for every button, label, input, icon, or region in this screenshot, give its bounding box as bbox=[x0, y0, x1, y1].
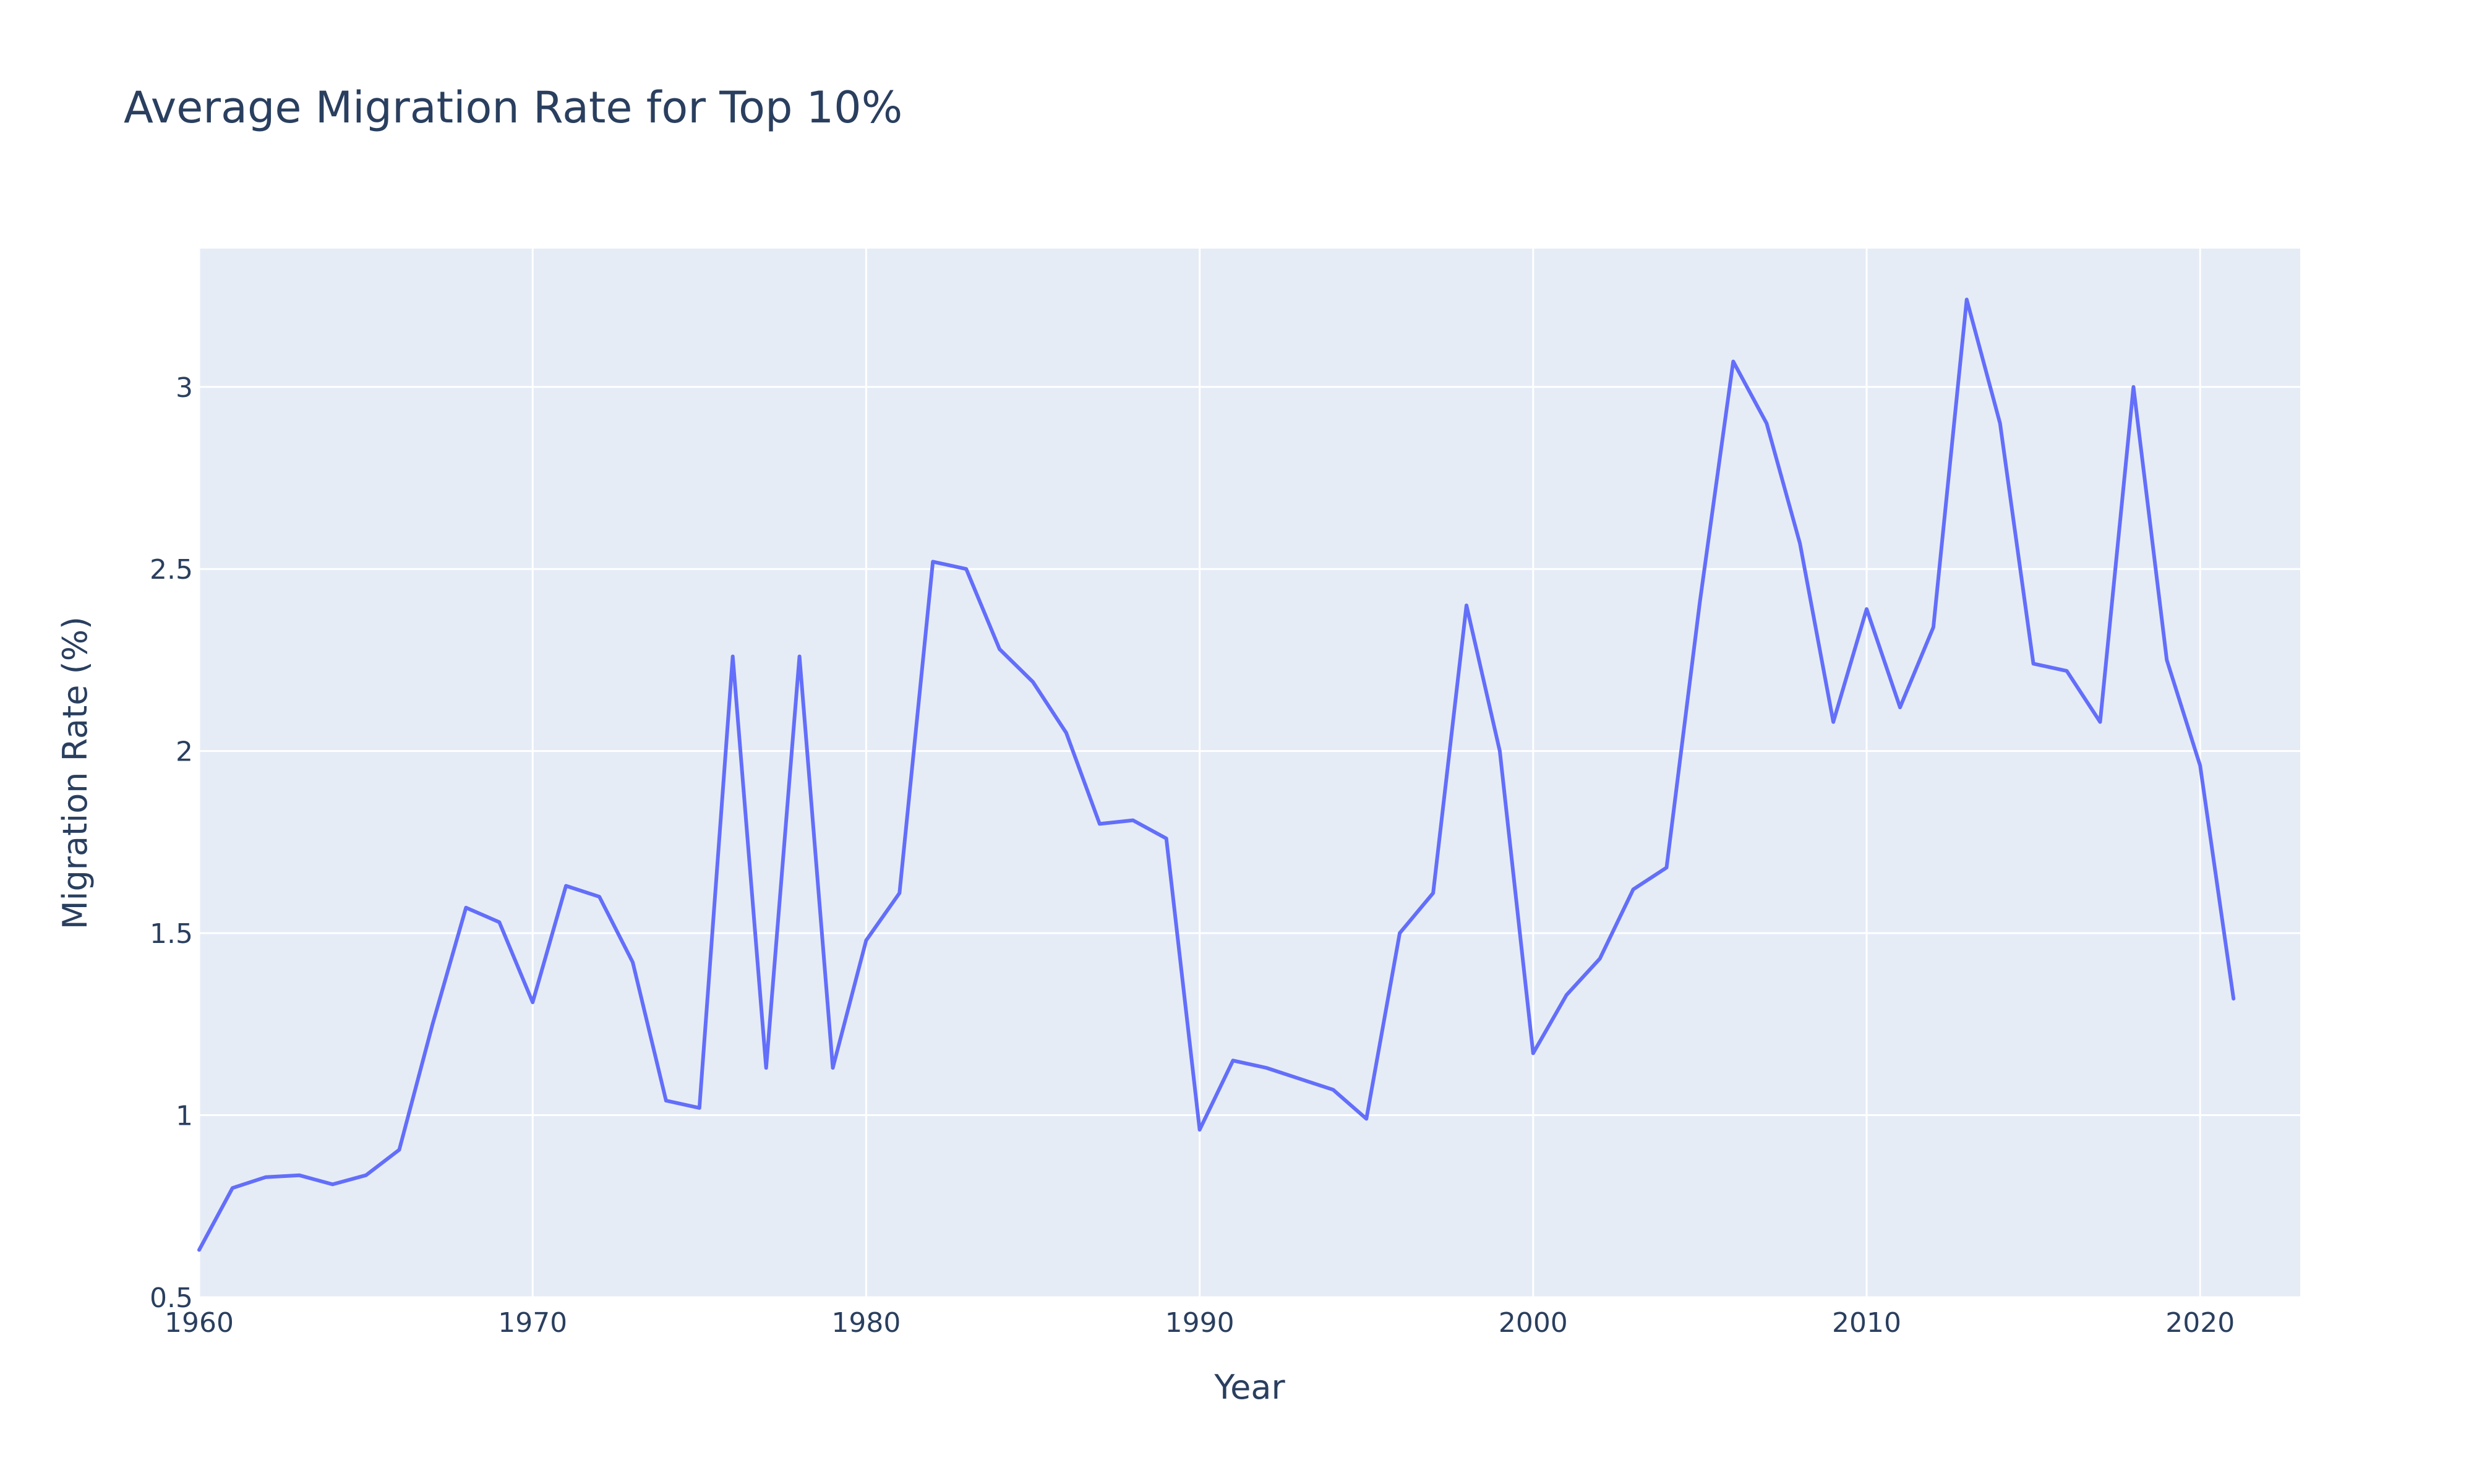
data-point bbox=[362, 1172, 370, 1179]
y-tick-label: 1.5 bbox=[150, 918, 193, 950]
data-point bbox=[1129, 817, 1137, 824]
data-point bbox=[2096, 719, 2104, 726]
data-point bbox=[2129, 383, 2137, 391]
chart-title: Average Migration Rate for Top 10% bbox=[124, 82, 902, 133]
data-point bbox=[229, 1184, 236, 1192]
y-tick-label: 0.5 bbox=[150, 1282, 193, 1314]
data-point bbox=[1363, 1115, 1370, 1122]
data-point bbox=[1830, 719, 1837, 726]
x-tick-label: 1970 bbox=[498, 1307, 567, 1339]
y-axis-ticks: 0.5 1 1.5 2 2.5 3 bbox=[150, 372, 193, 1314]
data-point bbox=[1063, 729, 1070, 736]
data-point bbox=[1630, 885, 1637, 893]
data-point bbox=[1396, 929, 1403, 937]
data-point bbox=[962, 565, 970, 573]
data-point bbox=[1596, 955, 1604, 962]
y-tick-label: 2.5 bbox=[150, 554, 193, 586]
data-point bbox=[862, 937, 870, 944]
data-point bbox=[1096, 820, 1103, 827]
data-point bbox=[1696, 598, 1703, 605]
data-point bbox=[1163, 835, 1170, 842]
x-axis-title: Year bbox=[1213, 1368, 1285, 1407]
y-tick-label: 2 bbox=[176, 736, 193, 768]
data-point bbox=[529, 999, 536, 1006]
data-point bbox=[262, 1174, 270, 1181]
data-point bbox=[1930, 623, 1937, 631]
data-point bbox=[1262, 1064, 1270, 1072]
data-point bbox=[596, 893, 603, 900]
y-tick-label: 1 bbox=[176, 1101, 193, 1132]
data-point bbox=[2063, 667, 2071, 675]
data-point bbox=[2230, 995, 2237, 1002]
data-point bbox=[1997, 420, 2004, 427]
data-point bbox=[396, 1146, 403, 1154]
data-point bbox=[2030, 660, 2037, 667]
data-point bbox=[2196, 762, 2204, 769]
data-point bbox=[296, 1172, 303, 1179]
data-point bbox=[1729, 358, 1737, 365]
data-point bbox=[1463, 602, 1470, 609]
data-point bbox=[1530, 1049, 1537, 1057]
y-axis-title: Migration Rate (%) bbox=[56, 616, 95, 929]
x-tick-label: 2010 bbox=[1832, 1307, 1901, 1339]
plot-area bbox=[199, 249, 2300, 1297]
data-point bbox=[662, 1097, 670, 1104]
data-point bbox=[1329, 1086, 1337, 1093]
data-point bbox=[195, 1246, 203, 1253]
grid bbox=[198, 249, 2300, 1298]
data-point bbox=[329, 1180, 336, 1188]
data-point bbox=[1196, 1126, 1204, 1133]
data-point bbox=[629, 958, 636, 966]
data-point bbox=[1563, 991, 1570, 999]
data-point bbox=[2163, 656, 2170, 663]
data-point bbox=[796, 653, 803, 660]
y-tick-label: 3 bbox=[176, 372, 193, 404]
x-tick-label: 1990 bbox=[1165, 1307, 1235, 1339]
data-point bbox=[1896, 704, 1904, 711]
data-point bbox=[1429, 889, 1437, 897]
data-point bbox=[1663, 864, 1671, 871]
data-point bbox=[1763, 420, 1770, 427]
x-tick-label: 1980 bbox=[831, 1307, 901, 1339]
data-point bbox=[929, 558, 936, 565]
data-point bbox=[996, 646, 1003, 653]
x-tick-label: 2020 bbox=[2165, 1307, 2235, 1339]
x-tick-label: 2000 bbox=[1499, 1307, 1568, 1339]
series-line bbox=[197, 297, 2236, 1252]
data-point bbox=[1029, 678, 1037, 686]
data-point bbox=[462, 904, 469, 911]
data-point bbox=[1496, 748, 1504, 755]
data-point bbox=[896, 889, 903, 897]
data-point bbox=[1796, 540, 1804, 547]
data-point bbox=[1230, 1057, 1237, 1064]
data-point bbox=[763, 1064, 770, 1072]
data-point bbox=[829, 1064, 836, 1072]
data-point bbox=[562, 882, 570, 890]
x-axis-ticks: 1960 1970 1980 1990 2000 2010 2020 bbox=[165, 1307, 2235, 1339]
data-point bbox=[1863, 605, 1870, 613]
x-tick-label: 1960 bbox=[165, 1307, 234, 1339]
data-point bbox=[729, 653, 737, 660]
data-point bbox=[429, 1020, 436, 1028]
series-layer bbox=[195, 296, 2237, 1253]
data-point bbox=[1963, 296, 1971, 303]
data-point bbox=[696, 1104, 703, 1112]
data-point bbox=[1296, 1075, 1303, 1083]
data-point bbox=[495, 918, 503, 926]
